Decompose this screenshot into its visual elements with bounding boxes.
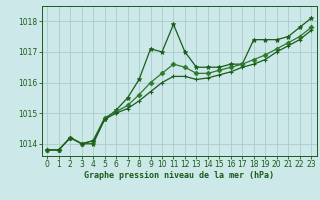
- X-axis label: Graphe pression niveau de la mer (hPa): Graphe pression niveau de la mer (hPa): [84, 171, 274, 180]
